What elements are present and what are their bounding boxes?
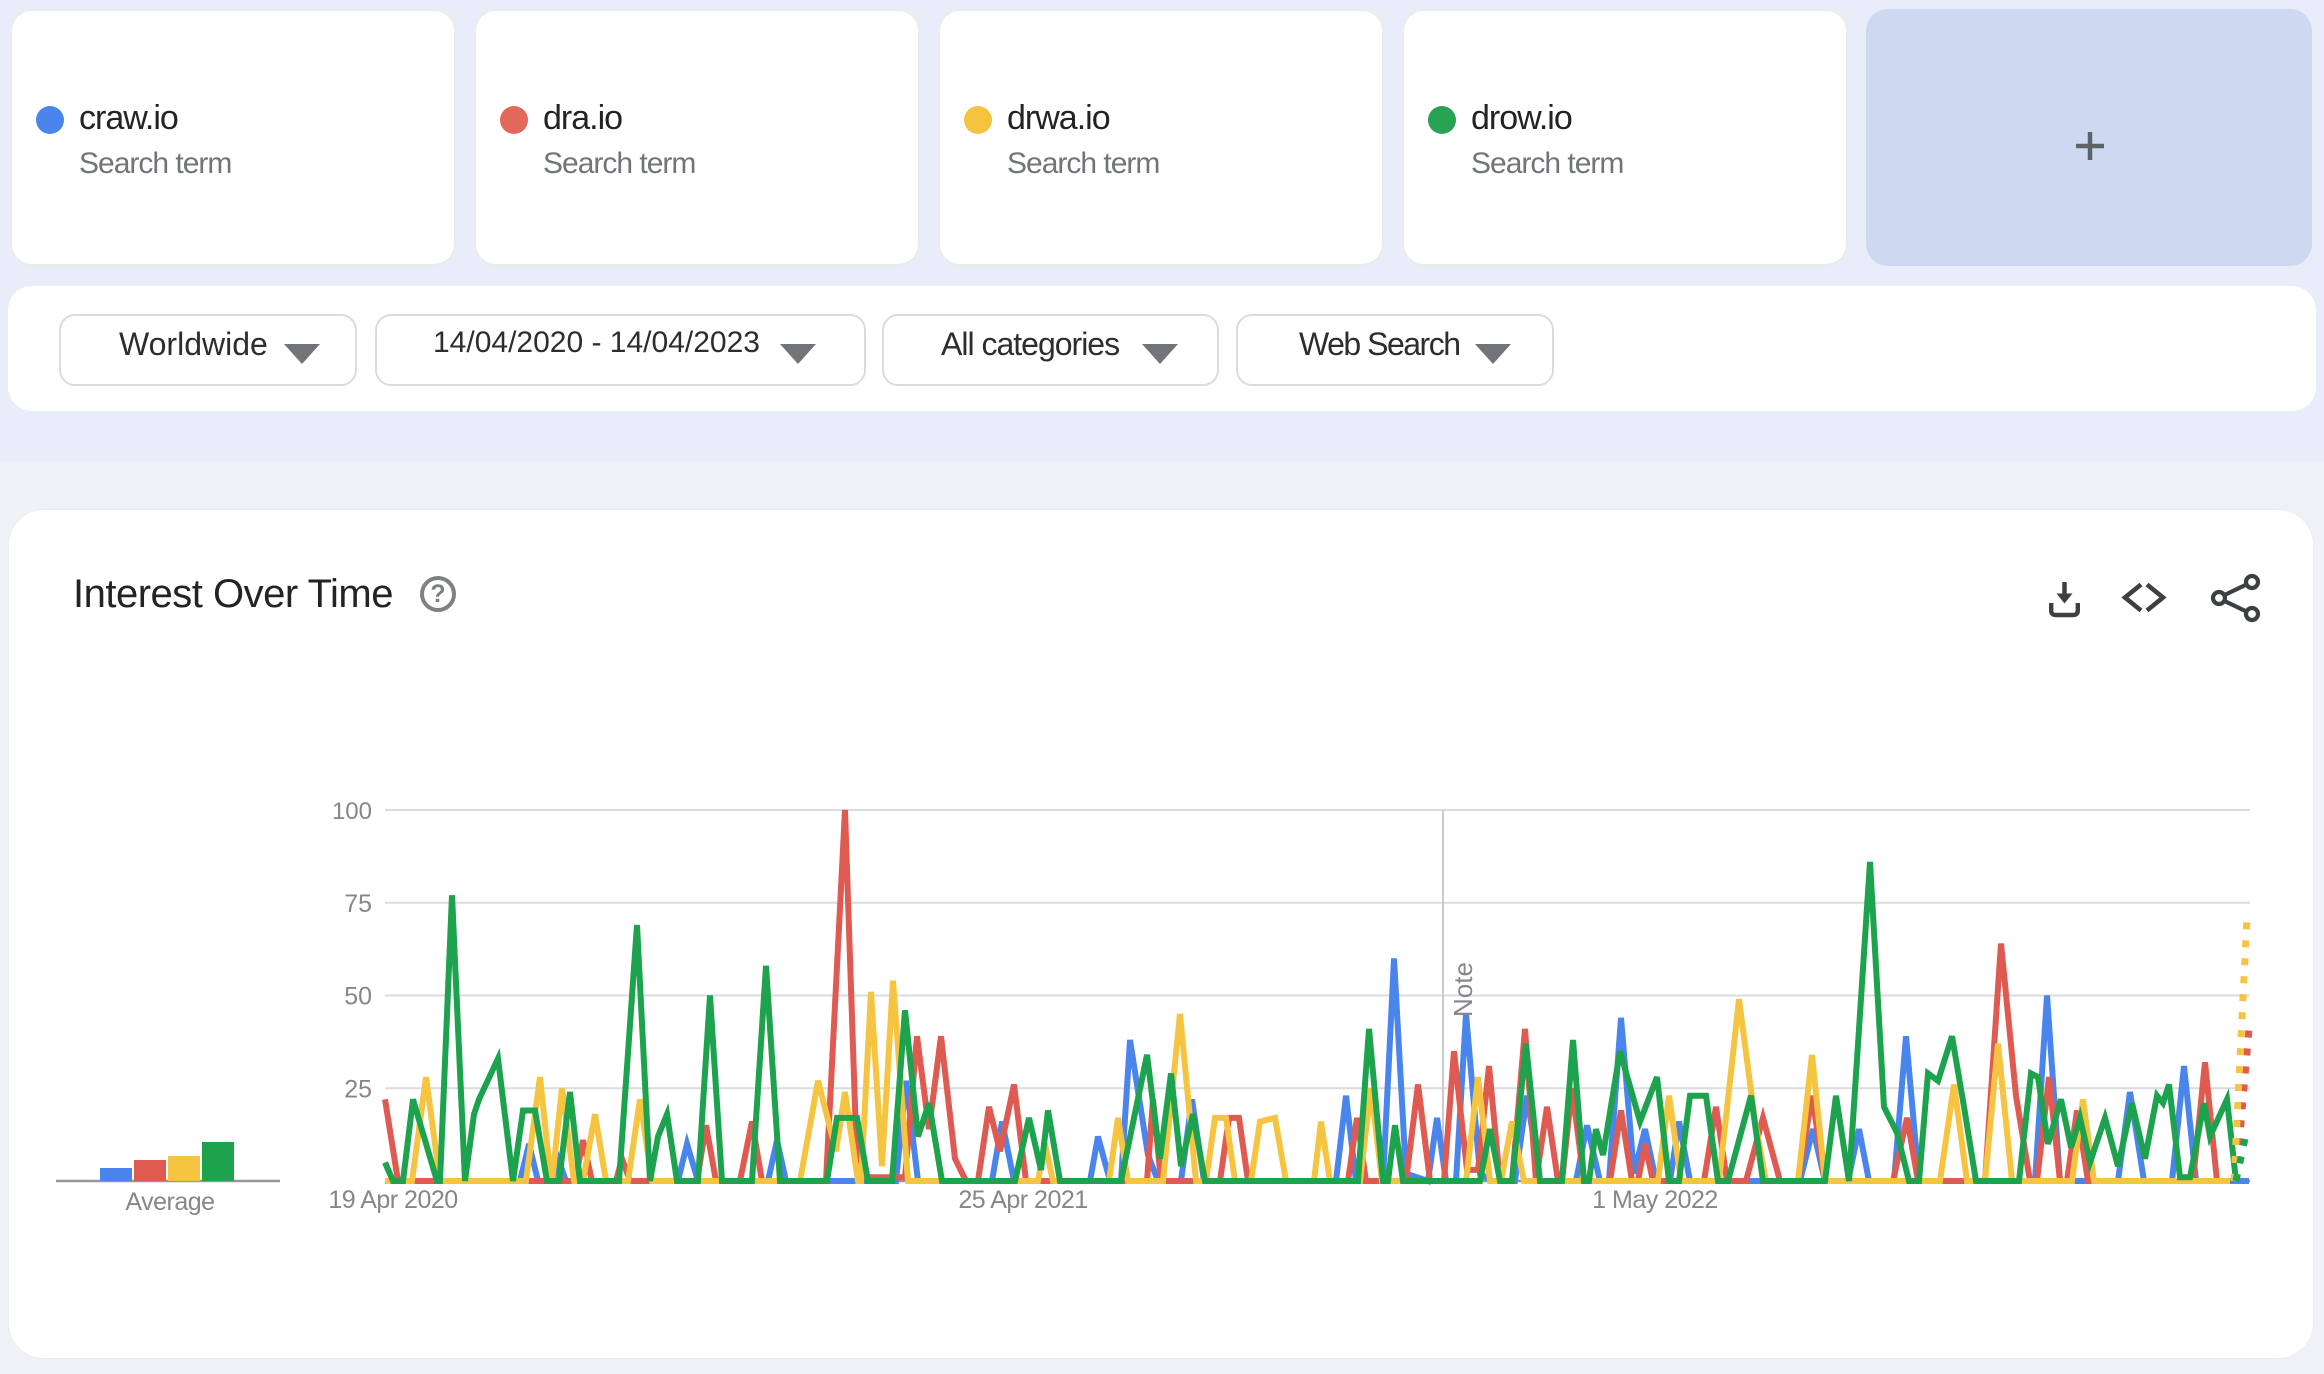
svg-text:Average: Average: [125, 1188, 214, 1216]
svg-text:25: 25: [344, 1075, 372, 1103]
svg-text:75: 75: [344, 890, 372, 918]
svg-text:1 May 2022: 1 May 2022: [1592, 1186, 1718, 1214]
svg-text:Note: Note: [1448, 962, 1478, 1017]
svg-text:19 Apr 2020: 19 Apr 2020: [328, 1186, 457, 1214]
svg-text:25 Apr 2021: 25 Apr 2021: [958, 1186, 1087, 1214]
svg-text:100: 100: [332, 798, 372, 825]
svg-text:50: 50: [344, 983, 372, 1011]
